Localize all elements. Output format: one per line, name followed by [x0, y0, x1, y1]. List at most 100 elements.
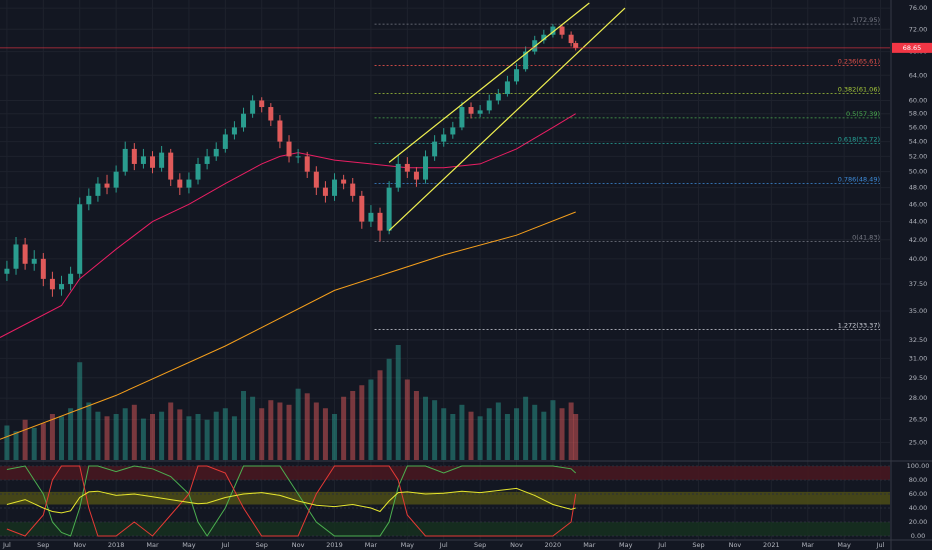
x-tick-label: May: [182, 541, 196, 549]
candle-body: [313, 171, 319, 188]
indicator-line: [6, 465, 577, 537]
volume-bar: [523, 396, 529, 460]
candle-body: [395, 163, 401, 188]
candle-body: [86, 195, 92, 205]
volume-bar: [131, 404, 137, 460]
volume-bar: [95, 411, 101, 460]
volume-bar: [568, 402, 574, 460]
volume-bar: [423, 396, 429, 460]
volume-bar: [468, 411, 474, 460]
candle-body: [413, 171, 419, 180]
candle-body: [359, 195, 365, 222]
x-tick-label: Nov: [73, 541, 86, 549]
candle-body: [495, 94, 501, 101]
volume-bar: [295, 388, 301, 460]
candle-body: [204, 156, 210, 164]
y-tick-label: 64.00: [909, 71, 928, 79]
candle-body: [550, 26, 556, 35]
volume-bar: [450, 414, 456, 460]
x-tick-label: Sep: [692, 541, 704, 549]
fib-label: 0.618(53.72): [838, 136, 880, 144]
indicator-band: [0, 491, 890, 505]
volume-bar: [222, 408, 228, 460]
x-tick-label: May: [837, 541, 851, 549]
volume-bar: [204, 419, 210, 460]
y-tick-label: 35.00: [909, 307, 928, 315]
volume-bar: [441, 408, 447, 460]
volume-bar: [532, 404, 538, 460]
candle-body: [568, 34, 574, 44]
volume-bar: [286, 404, 292, 460]
candle-body: [459, 107, 465, 128]
y-tick-label: 32.50: [909, 336, 928, 344]
indicator-tick-label: 0.00: [911, 532, 925, 540]
y-tick-label: 46.00: [909, 200, 928, 208]
volume-bar: [277, 402, 283, 460]
x-tick-label: Mar: [802, 541, 815, 549]
candle-body: [131, 148, 137, 164]
indicator-tick-label: 80.00: [909, 476, 928, 484]
x-tick-label: Mar: [365, 541, 378, 549]
indicator-tick-label: 100.00: [907, 462, 930, 470]
y-tick-label: 54.00: [909, 138, 928, 146]
volume-bar: [268, 400, 274, 460]
candle-body: [514, 69, 520, 82]
moving-average: [0, 211, 576, 440]
candle-body: [441, 134, 447, 142]
x-tick-label: Nov: [729, 541, 742, 549]
candle-body: [432, 141, 438, 157]
indicator-line: [6, 487, 576, 514]
x-tick-label: Jul: [657, 541, 666, 549]
volume-bar: [368, 379, 374, 460]
x-tick-label: Sep: [256, 541, 268, 549]
candle-body: [486, 100, 492, 111]
candle-body: [95, 183, 101, 196]
candle-body: [104, 183, 110, 188]
y-tick-label: 26.50: [909, 416, 928, 424]
y-tick-label: 50.00: [909, 168, 928, 176]
volume-bar: [432, 400, 438, 460]
candle-body: [259, 100, 265, 108]
volume-bar: [322, 408, 328, 460]
y-tick-label: 58.00: [909, 110, 928, 118]
candle-body: [304, 156, 310, 172]
x-tick-label: Nov: [510, 541, 523, 549]
candle-body: [241, 113, 247, 128]
y-tick-label: 25.00: [909, 438, 928, 446]
volume-bar: [22, 419, 28, 460]
candle-body: [4, 268, 10, 274]
volume-bar: [13, 431, 19, 460]
volume-bar: [86, 402, 92, 460]
volume-bar: [259, 408, 265, 460]
volume-bar: [159, 411, 165, 460]
candle-body: [350, 183, 356, 196]
volume-bar: [459, 404, 465, 460]
volume-bar: [40, 423, 46, 460]
candle-body: [150, 156, 156, 168]
y-tick-label: 40.00: [909, 255, 928, 263]
candle-body: [140, 156, 146, 164]
candle-body: [59, 284, 65, 290]
volume-bar: [186, 416, 192, 460]
volume-bar: [168, 402, 174, 460]
last-price-box: [892, 42, 932, 53]
candle-body: [559, 26, 565, 35]
y-tick-label: 29.50: [909, 374, 928, 382]
candle-body: [40, 258, 46, 279]
volume-bar: [377, 370, 383, 460]
fib-label: 1(72.95): [852, 16, 880, 24]
candle-body: [186, 179, 192, 188]
candle-body: [22, 244, 28, 264]
volume-bar: [477, 416, 483, 460]
x-tick-label: Jul: [876, 541, 885, 549]
candle-body: [13, 244, 19, 269]
x-tick-label: Sep: [37, 541, 49, 549]
candle-body: [195, 163, 201, 180]
channel-line: [388, 7, 626, 232]
x-tick-label: Jul: [439, 541, 448, 549]
candle-body: [377, 212, 383, 231]
volume-bar: [59, 416, 65, 460]
x-tick-label: May: [619, 541, 633, 549]
